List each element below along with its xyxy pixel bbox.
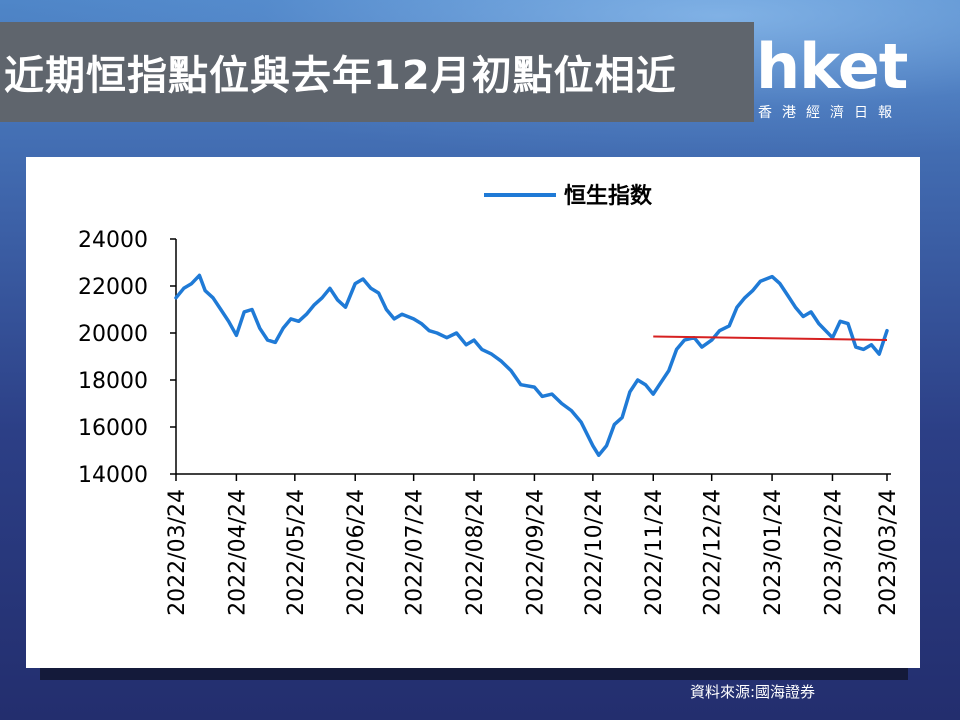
page-title: 近期恒指點位與去年12月初點位相近 xyxy=(4,53,677,99)
x-tick-label: 2023/02/24 xyxy=(821,489,846,616)
y-tick-label: 18000 xyxy=(78,369,148,394)
hket-logo: hket 香港經濟日報 xyxy=(756,30,936,130)
title-banner: 近期恒指點位與去年12月初點位相近 xyxy=(0,22,754,122)
reference-line xyxy=(653,335,888,342)
x-tick-label: 2023/01/24 xyxy=(761,489,786,616)
legend-label: 恒生指数 xyxy=(564,183,653,209)
series-line-hsi xyxy=(174,273,889,457)
logo-wordmark: hket xyxy=(756,30,908,103)
y-tick-label: 20000 xyxy=(78,322,148,347)
x-tick-label: 2022/06/24 xyxy=(344,489,369,616)
source-note: 資料來源:國海證券 xyxy=(690,683,816,701)
chart-axes xyxy=(175,239,891,475)
x-axis-ticks: 2022/03/24 2022/04/24 2022/05/24 2022/06/24… xyxy=(165,474,901,616)
x-tick-label: 2022/09/24 xyxy=(523,489,548,616)
x-tick-label: 2022/10/24 xyxy=(582,489,607,616)
reference-line-group xyxy=(653,335,888,342)
y-tick-label: 22000 xyxy=(78,275,148,300)
x-tick-label: 2022/08/24 xyxy=(463,489,488,616)
x-tick-label: 2022/03/24 xyxy=(165,489,190,616)
x-tick-label: 2022/11/24 xyxy=(642,489,667,616)
line-chart: 恒生指数 24000 22000 20000 18000 16000 14000 2022… xyxy=(78,183,901,616)
y-tick-label: 24000 xyxy=(78,228,148,253)
chart-legend: 恒生指数 xyxy=(484,183,653,209)
series-group xyxy=(174,273,889,457)
logo-subtitle: 香港經濟日報 xyxy=(758,105,902,121)
x-tick-label: 2023/03/24 xyxy=(876,489,901,616)
y-tick-label: 14000 xyxy=(78,463,148,488)
x-tick-label: 2022/07/24 xyxy=(403,489,428,616)
y-tick-label: 16000 xyxy=(78,416,148,441)
x-tick-label: 2022/05/24 xyxy=(284,489,309,616)
y-axis-ticks: 24000 22000 20000 18000 16000 14000 xyxy=(78,228,176,488)
chart-panel: 恒生指数 24000 22000 20000 18000 16000 14000 2022… xyxy=(26,157,920,668)
x-tick-label: 2022/12/24 xyxy=(701,489,726,616)
x-tick-label: 2022/04/24 xyxy=(225,489,250,616)
